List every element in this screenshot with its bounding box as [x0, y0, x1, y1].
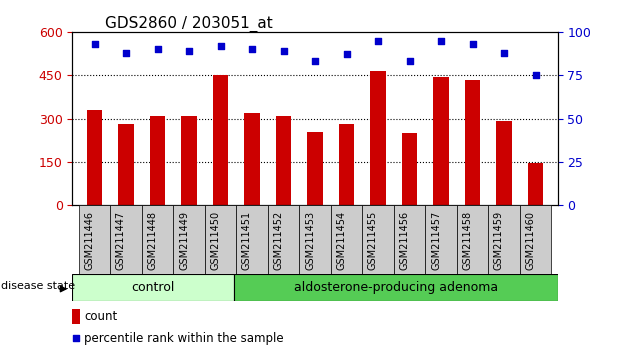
Point — [247, 46, 257, 52]
Bar — [244, 113, 260, 205]
Point — [467, 41, 478, 47]
Point — [373, 38, 383, 44]
Text: GSM211453: GSM211453 — [305, 211, 315, 270]
Bar — [307, 132, 323, 205]
Point — [152, 46, 163, 52]
Text: GSM211460: GSM211460 — [525, 211, 536, 270]
Bar — [520, 205, 551, 274]
Bar — [425, 205, 457, 274]
Point — [278, 48, 289, 54]
Bar — [433, 77, 449, 205]
Bar — [236, 205, 268, 274]
Bar — [268, 205, 299, 274]
Bar — [72, 274, 234, 301]
Bar — [488, 205, 520, 274]
Text: GSM211457: GSM211457 — [431, 211, 441, 270]
Text: aldosterone-producing adenoma: aldosterone-producing adenoma — [294, 281, 498, 294]
Text: GSM211458: GSM211458 — [462, 211, 472, 270]
Bar — [79, 205, 110, 274]
Bar — [150, 116, 165, 205]
Text: GSM211449: GSM211449 — [179, 211, 189, 270]
Bar — [72, 309, 80, 324]
Bar — [276, 116, 291, 205]
Bar — [370, 71, 386, 205]
Point — [530, 73, 541, 78]
Text: disease state: disease state — [1, 281, 76, 291]
Bar — [142, 205, 173, 274]
Point — [404, 58, 415, 64]
Bar — [402, 133, 417, 205]
Bar — [205, 205, 236, 274]
Text: GSM211448: GSM211448 — [147, 211, 158, 270]
Text: control: control — [132, 281, 175, 294]
Point — [71, 336, 81, 341]
Bar — [465, 80, 480, 205]
Point — [341, 52, 352, 57]
Bar — [496, 121, 512, 205]
Point — [499, 50, 509, 56]
Bar — [331, 205, 362, 274]
Text: GSM211446: GSM211446 — [84, 211, 94, 270]
Bar — [457, 205, 488, 274]
Bar — [118, 124, 134, 205]
Point — [310, 58, 320, 64]
Bar — [173, 205, 205, 274]
Point — [436, 38, 446, 44]
Bar — [299, 205, 331, 274]
Text: GSM211455: GSM211455 — [368, 211, 378, 270]
Bar — [362, 205, 394, 274]
Text: count: count — [84, 310, 117, 323]
Point — [184, 48, 194, 54]
Text: GSM211456: GSM211456 — [399, 211, 410, 270]
Bar — [181, 116, 197, 205]
Point — [89, 41, 100, 47]
Text: percentile rank within the sample: percentile rank within the sample — [84, 332, 284, 345]
Bar — [234, 274, 558, 301]
Text: GDS2860 / 203051_at: GDS2860 / 203051_at — [105, 16, 273, 32]
Text: GSM211451: GSM211451 — [242, 211, 252, 270]
Bar — [394, 205, 425, 274]
Point — [215, 43, 226, 48]
Bar — [87, 110, 102, 205]
Bar — [110, 205, 142, 274]
Text: GSM211454: GSM211454 — [336, 211, 346, 270]
Bar — [339, 124, 354, 205]
Bar — [528, 162, 543, 205]
Text: GSM211450: GSM211450 — [210, 211, 220, 270]
Text: GSM211447: GSM211447 — [116, 211, 126, 270]
Text: GSM211452: GSM211452 — [273, 211, 284, 270]
Bar — [213, 75, 228, 205]
Text: GSM211459: GSM211459 — [494, 211, 504, 270]
Point — [121, 50, 131, 56]
